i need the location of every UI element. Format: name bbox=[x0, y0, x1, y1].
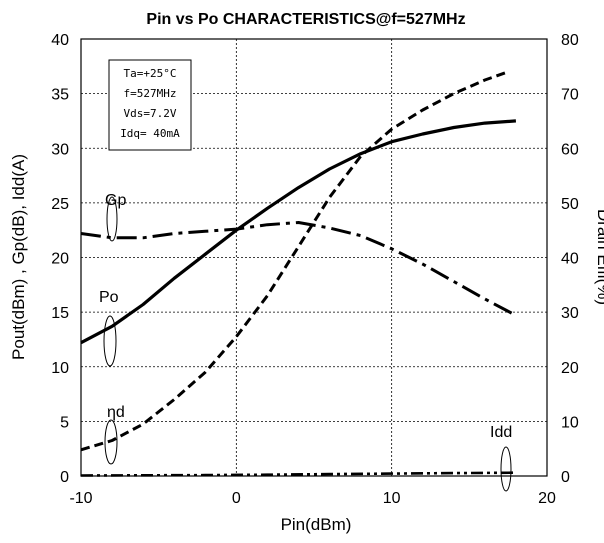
condition-idq: Idq= 40mA bbox=[120, 127, 180, 140]
y2-tick-label: 50 bbox=[561, 196, 579, 213]
y-tick-label: 10 bbox=[51, 360, 69, 377]
tick-labels: -10 0 10 2005101520253035400102030405060708… bbox=[51, 32, 579, 507]
y-tick-label: 25 bbox=[51, 196, 69, 213]
y-tick-label: 5 bbox=[60, 414, 69, 431]
conditions-box: Ta=+25°C f=527MHz Vds=7.2V Idq= 40mA bbox=[108, 59, 192, 151]
y-axis-title: Pout(dBm) , Gp(dB), Idd(A) bbox=[9, 154, 28, 360]
condition-frequency: f=527MHz bbox=[124, 87, 177, 100]
y-tick-label: 15 bbox=[51, 305, 69, 322]
chart-title: Pin vs Po CHARACTERISTICS@f=527MHz bbox=[146, 11, 465, 28]
y2-tick-label: 80 bbox=[561, 32, 579, 49]
y-tick-label: 30 bbox=[51, 141, 69, 158]
series bbox=[80, 70, 517, 477]
y2-tick-label: 0 bbox=[561, 469, 570, 486]
y2-tick-label: 40 bbox=[561, 251, 579, 268]
y2-tick-label: 30 bbox=[561, 305, 579, 322]
x-axis-title: Pin(dBm) bbox=[281, 515, 352, 534]
gp-marker-ellipse bbox=[106, 196, 118, 242]
x-tick-label: 0 bbox=[232, 490, 241, 507]
y-tick-label: 35 bbox=[51, 87, 69, 104]
y-tick-label: 40 bbox=[51, 32, 69, 49]
series-label-idd: Idd bbox=[490, 424, 512, 441]
series-label-etad: ηd bbox=[107, 404, 125, 421]
condition-vds: Vds=7.2V bbox=[124, 107, 177, 120]
x-tick-label: -10 bbox=[69, 490, 92, 507]
y2-tick-label: 60 bbox=[561, 141, 579, 158]
series-line-0 bbox=[80, 119, 517, 345]
idd-marker-ellipse bbox=[500, 446, 512, 492]
y-tick-label: 0 bbox=[60, 469, 69, 486]
y2-tick-label: 70 bbox=[561, 87, 579, 104]
conditions-frame bbox=[108, 59, 192, 151]
series-label-gp: Gp bbox=[105, 192, 126, 209]
y2-axis-title: Drain Effi(%) bbox=[594, 209, 604, 305]
etad-marker-ellipse bbox=[104, 419, 118, 465]
series-line-1 bbox=[80, 221, 517, 317]
y2-tick-label: 20 bbox=[561, 360, 579, 377]
x-tick-label: 10 bbox=[383, 490, 401, 507]
series-label-po: Po bbox=[99, 289, 119, 306]
x-tick-label: 20 bbox=[538, 490, 556, 507]
plot-frame bbox=[80, 38, 548, 477]
condition-temperature: Ta=+25°C bbox=[124, 67, 177, 80]
po-marker-ellipse bbox=[103, 315, 117, 367]
series-annotations: Gp Po ηd Idd bbox=[99, 192, 512, 492]
y-tick-label: 20 bbox=[51, 251, 69, 268]
series-line-3 bbox=[80, 471, 516, 477]
y2-tick-label: 10 bbox=[561, 414, 579, 431]
